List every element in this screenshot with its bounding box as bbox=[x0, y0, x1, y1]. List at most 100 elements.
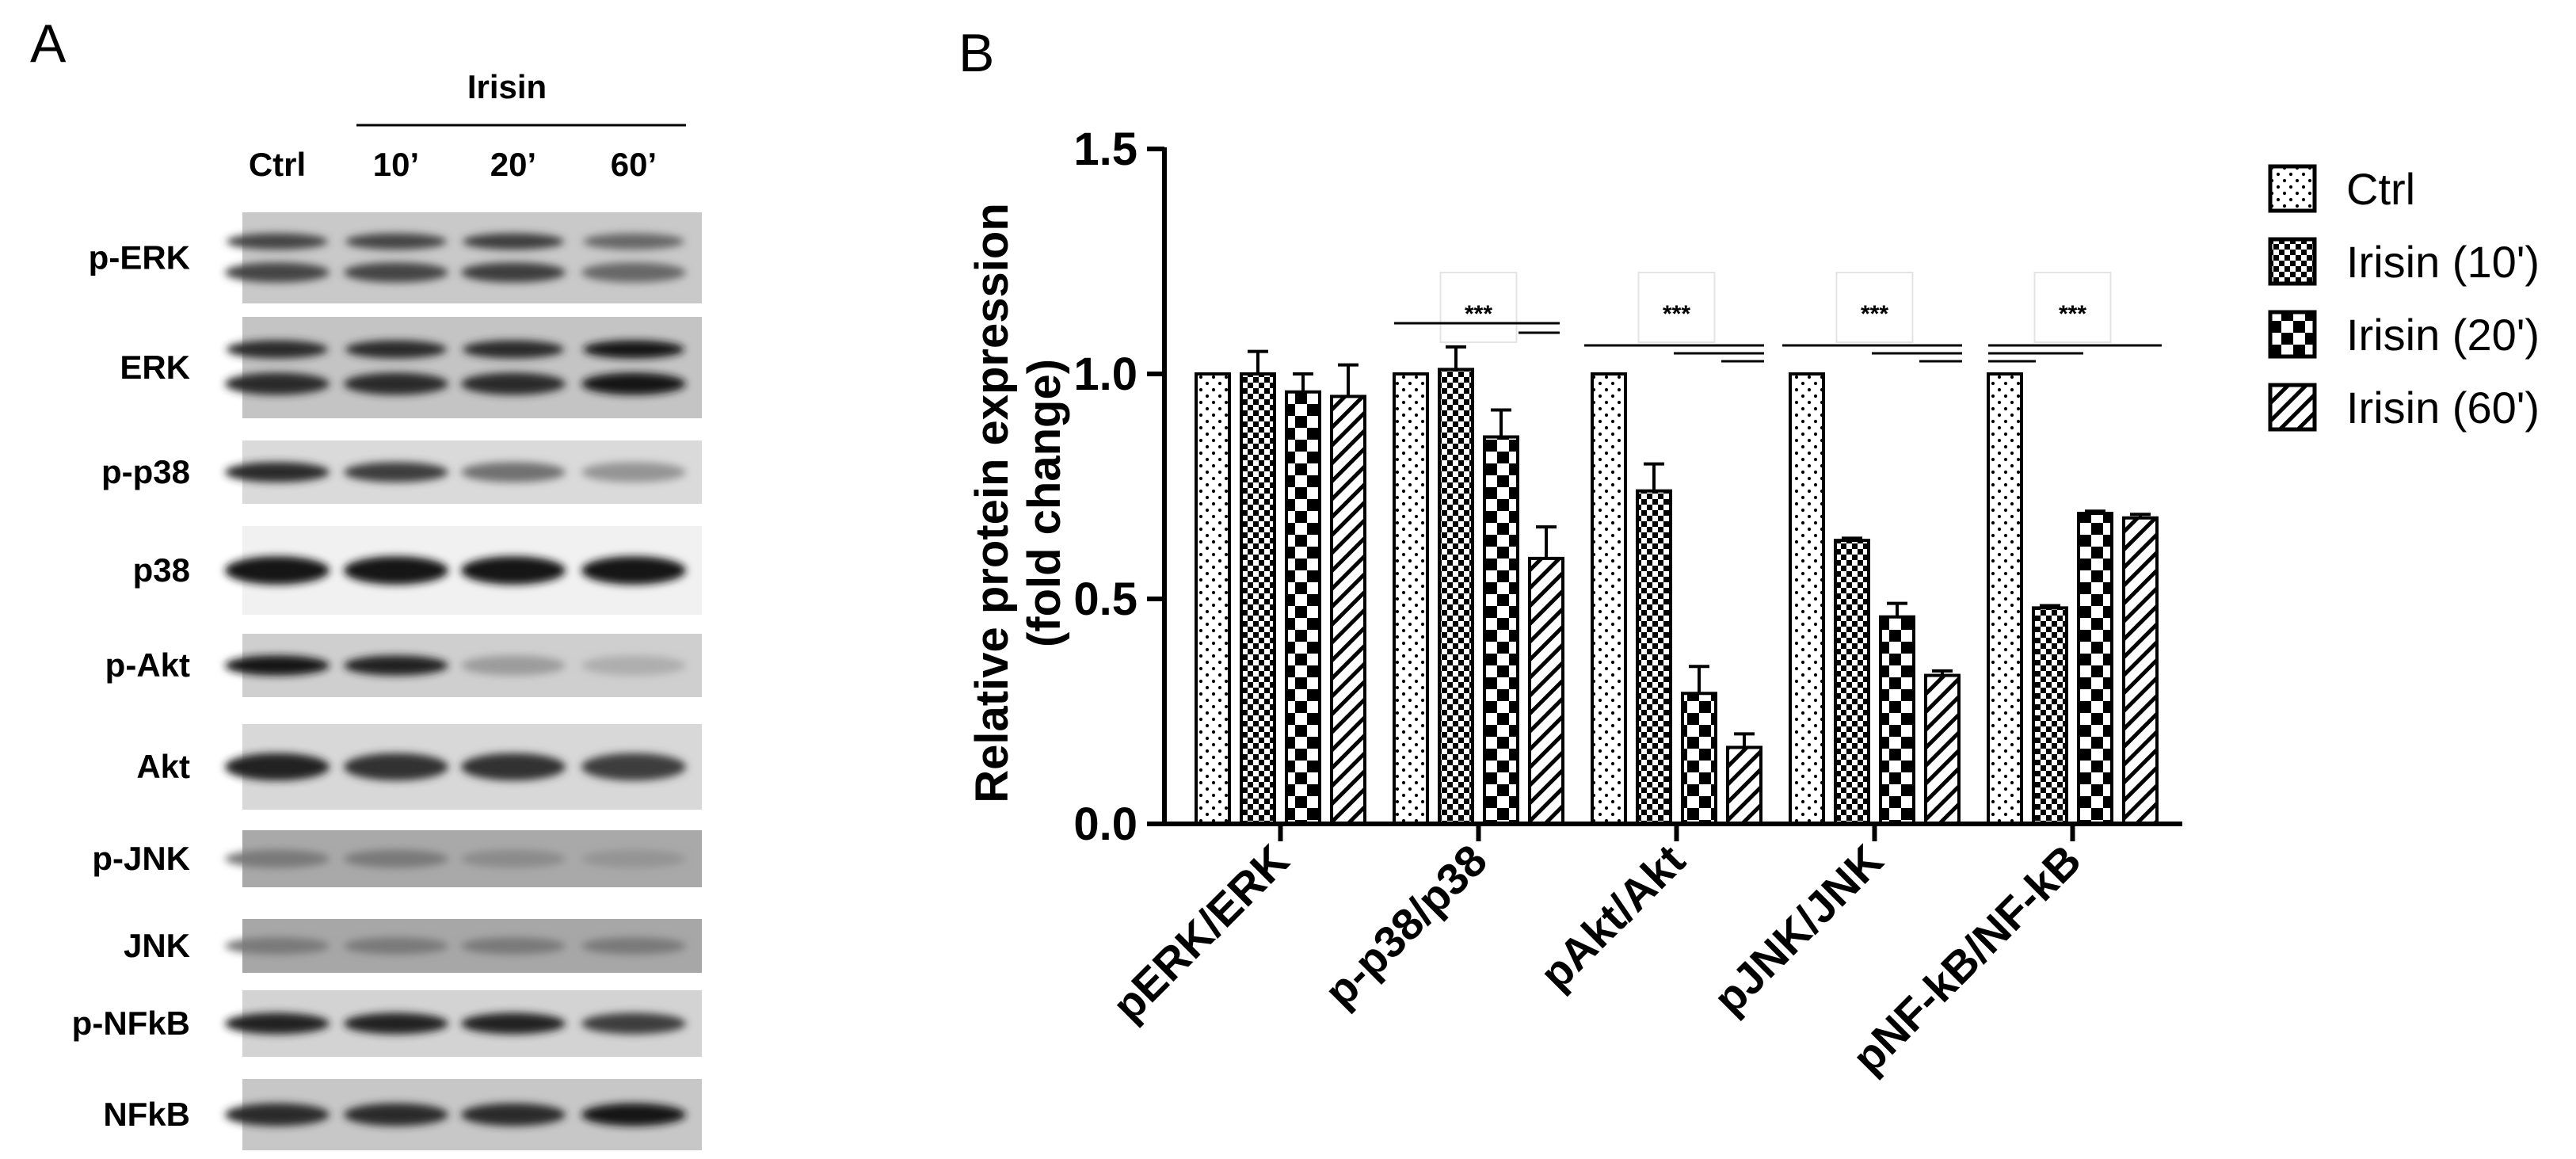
error-bars-group bbox=[1248, 345, 2151, 748]
legend-label: Ctrl bbox=[2346, 164, 2415, 214]
lane-labels: Ctrl 10’ 20’ 60’ bbox=[249, 146, 657, 183]
significance-box bbox=[2033, 272, 2112, 343]
blot-band bbox=[583, 340, 684, 359]
legend-label: Irisin (60') bbox=[2346, 383, 2540, 433]
bar bbox=[1330, 395, 1366, 825]
bar bbox=[1438, 368, 1474, 825]
bar bbox=[1195, 372, 1231, 825]
western-blot-panel: Irisin Ctrl 10’ 20’ 60’ p-ERK ERK p-p38 p38 p-A… bbox=[72, 68, 702, 1150]
blot-band bbox=[581, 849, 686, 868]
protein-label: p-JNK bbox=[92, 840, 190, 877]
blot-row: ERK bbox=[120, 317, 702, 418]
significance-label: *** bbox=[1663, 301, 1690, 327]
bar bbox=[1393, 372, 1429, 825]
blot-band bbox=[463, 340, 564, 359]
bar bbox=[1528, 556, 1564, 825]
blot-band bbox=[225, 372, 330, 395]
blot-band bbox=[461, 753, 566, 781]
blot-band bbox=[583, 233, 684, 250]
bar bbox=[1240, 372, 1276, 825]
x-category-label: pJNK/JNK bbox=[1704, 835, 1892, 1024]
blot-band bbox=[227, 233, 328, 250]
legend-swatch bbox=[2268, 383, 2317, 432]
blot-row: Akt bbox=[136, 724, 702, 810]
bar bbox=[1924, 673, 1961, 825]
bar bbox=[1636, 489, 1672, 825]
bar bbox=[1591, 372, 1627, 825]
bar bbox=[1789, 372, 1825, 825]
significance-box bbox=[1835, 272, 1914, 343]
blot-membrane bbox=[242, 317, 702, 418]
blot-band bbox=[461, 462, 566, 482]
blot-band bbox=[461, 1012, 566, 1035]
significance-box bbox=[1439, 272, 1518, 343]
blot-row: p38 bbox=[133, 526, 702, 615]
legend-swatch bbox=[2268, 310, 2317, 359]
protein-label: NFkB bbox=[103, 1096, 190, 1133]
legend-label: Irisin (10') bbox=[2346, 237, 2540, 287]
panel-b-letter: B bbox=[958, 23, 994, 83]
blot-band bbox=[581, 655, 686, 676]
blot-band bbox=[581, 262, 686, 283]
protein-label: p-ERK bbox=[89, 239, 190, 276]
bar bbox=[1483, 435, 1519, 826]
bars-group bbox=[1195, 368, 2159, 826]
blot-band bbox=[345, 340, 447, 359]
blot-band bbox=[581, 556, 686, 585]
blot-band bbox=[581, 753, 686, 781]
lane-label: 20’ bbox=[490, 146, 536, 183]
blot-band bbox=[225, 849, 330, 868]
significance-label: *** bbox=[2059, 301, 2086, 327]
blot-row: JNK bbox=[124, 919, 702, 973]
x-category-label: pERK/ERK bbox=[1103, 835, 1298, 1031]
protein-label: ERK bbox=[120, 349, 190, 386]
blot-row: p-p38 bbox=[101, 440, 702, 504]
blot-band bbox=[225, 1012, 330, 1035]
blot-band bbox=[344, 655, 448, 676]
blot-band bbox=[461, 556, 566, 585]
blot-band bbox=[344, 372, 448, 395]
blot-band bbox=[461, 262, 566, 283]
x-category-label: p-p38/p38 bbox=[1315, 835, 1496, 1016]
blot-row: p-Akt bbox=[105, 634, 702, 697]
blot-band bbox=[225, 753, 330, 781]
bar bbox=[1285, 390, 1321, 826]
blot-row: p-ERK bbox=[89, 212, 702, 303]
lane-label: Ctrl bbox=[249, 146, 306, 183]
y-tick-label: 1.0 bbox=[1073, 349, 1137, 400]
y-tick-labels: 0.0 0.5 1.0 1.5 bbox=[1073, 124, 1137, 850]
blot-band bbox=[344, 849, 448, 868]
blot-band bbox=[461, 849, 566, 868]
blot-band bbox=[344, 1103, 448, 1127]
legend-label: Irisin (20') bbox=[2346, 310, 2540, 360]
blot-band bbox=[345, 233, 447, 250]
blot-band bbox=[225, 462, 330, 482]
blot-band bbox=[463, 233, 564, 250]
blot-band bbox=[344, 462, 448, 482]
blot-band bbox=[225, 655, 330, 676]
blot-band bbox=[581, 937, 686, 955]
legend-swatch bbox=[2268, 237, 2317, 286]
bar bbox=[1879, 615, 1915, 825]
y-tick-label: 0.5 bbox=[1073, 574, 1137, 625]
x-category-label: pAkt/Akt bbox=[1530, 835, 1694, 999]
protein-label: JNK bbox=[124, 927, 190, 964]
blot-band bbox=[461, 372, 566, 395]
protein-label: p-p38 bbox=[101, 453, 190, 490]
bar bbox=[2032, 606, 2068, 825]
blot-row: p-JNK bbox=[92, 830, 702, 887]
y-tick-label: 1.5 bbox=[1073, 124, 1137, 175]
bar bbox=[1726, 745, 1762, 825]
legend-swatch bbox=[2268, 164, 2317, 213]
blot-band bbox=[581, 1012, 686, 1035]
significance-label: *** bbox=[1861, 301, 1888, 327]
axes-group bbox=[1147, 147, 2182, 841]
blot-band bbox=[225, 937, 330, 955]
blot-band bbox=[461, 655, 566, 676]
bar bbox=[1681, 692, 1717, 826]
blot-rows: p-ERK ERK p-p38 p38 p-Akt Akt p-JNK JNK p-NFkB NF… bbox=[72, 212, 702, 1150]
blot-band bbox=[225, 262, 330, 283]
lane-label: 60’ bbox=[611, 146, 657, 183]
lane-label: 10’ bbox=[373, 146, 419, 183]
protein-label: p38 bbox=[133, 551, 190, 589]
